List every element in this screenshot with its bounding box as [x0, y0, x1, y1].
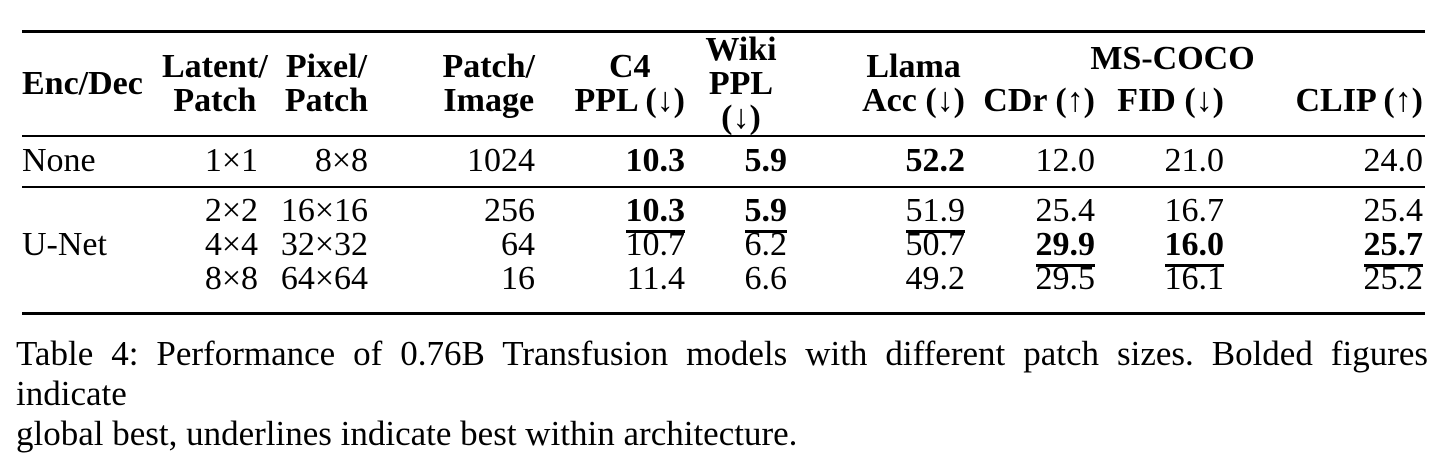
cell-clip: 25.7	[1234, 226, 1425, 267]
cell-clip: 25.4	[1363, 192, 1424, 229]
cell-enc-dec	[22, 262, 162, 314]
cell-fid: 16.0	[1105, 226, 1234, 267]
cell-latent-patch: 2×2	[204, 192, 258, 229]
cell-latent-patch: 4×4	[204, 226, 258, 263]
col-header-c4-ppl: C4 PPL (↓)	[545, 32, 695, 137]
col-header-latent-patch: Latent/Patch	[162, 32, 268, 137]
cell-pixel-patch: 32×32	[280, 226, 368, 263]
cell-wiki-ppl: 6.2	[744, 226, 788, 263]
cell-cdr: 25.4	[1035, 192, 1096, 229]
cell-enc-dec: None	[22, 142, 96, 179]
cell-fid: 16.1	[1164, 260, 1225, 297]
value: 16.0	[1164, 226, 1224, 267]
col-header-patch-image: Patch/Image	[378, 32, 545, 137]
col-header-clip: CLIP (↑)	[1295, 82, 1424, 120]
value: 10.3	[625, 142, 686, 179]
table-row-none: None 1×1 8×8 1024 10.3 5.9 52.2 12.0 21.…	[22, 136, 1425, 187]
cell-latent-patch: 8×8	[204, 260, 258, 297]
value: 29.9	[1035, 226, 1095, 267]
cell-fid: 21.0	[1164, 142, 1225, 179]
cell-wiki-ppl: 6.6	[744, 260, 788, 297]
value: 5.9	[744, 192, 787, 233]
cell-llama-acc: 51.9	[797, 187, 975, 233]
cell-pixel-patch: 8×8	[314, 142, 368, 179]
cell-enc-dec: U-Net	[22, 226, 107, 263]
cell-c4-ppl: 10.3	[545, 187, 695, 233]
results-table: Enc/Dec Latent/Patch Pixel/Patch Patch/I…	[22, 30, 1425, 315]
results-table-wrapper: Enc/Dec Latent/Patch Pixel/Patch Patch/I…	[22, 30, 1425, 315]
cell-patch-image: 16	[501, 260, 535, 297]
col-header-cdr: CDr (↑)	[983, 82, 1095, 120]
value: 52.2	[905, 142, 966, 179]
value: 25.7	[1363, 226, 1423, 267]
header-line: Patch	[173, 82, 257, 119]
table-row-unet-8x8: 8×8 64×64 16 11.4 6.6 49.2 29.5 16.1 25.…	[22, 262, 1425, 314]
cell-enc-dec	[22, 187, 162, 228]
col-header-enc-dec: Enc/Dec	[22, 65, 143, 102]
cell-c4-ppl: 11.4	[626, 260, 685, 297]
cell-fid: 16.7	[1164, 192, 1225, 229]
col-header-wiki-ppl: Wiki PPL (↓)	[695, 32, 797, 137]
header-line: Patch	[284, 82, 368, 119]
cell-patch-image: 64	[501, 226, 535, 263]
cell-llama-acc: 52.2	[797, 136, 975, 187]
cell-cdr: 29.9	[975, 226, 1105, 267]
header-line: Llama	[866, 48, 961, 85]
value: 10.3	[625, 192, 685, 233]
cell-cdr: 29.5	[1035, 260, 1096, 297]
cell-patch-image: 256	[484, 192, 535, 229]
cell-cdr: 12.0	[1035, 142, 1096, 179]
cell-c4-ppl: 10.3	[545, 136, 695, 187]
header-line: Image	[443, 82, 535, 119]
col-header-llama-acc: Llama Acc (↓)	[797, 32, 975, 137]
table-row-unet-2x2: 2×2 16×16 256 10.3 5.9 51.9 25.4 16.7 25…	[22, 187, 1425, 233]
cell-wiki-ppl: 5.9	[695, 136, 797, 187]
header-line: C4	[608, 48, 651, 85]
header-line: Wiki	[705, 31, 777, 68]
header-line: Acc (↓)	[862, 82, 965, 119]
cell-llama-acc: 49.2	[905, 260, 966, 297]
cell-patch-image: 1024	[467, 142, 535, 179]
col-header-fid: FID (↓)	[1117, 82, 1224, 120]
cell-wiki-ppl: 5.9	[695, 187, 797, 233]
col-header-pixel-patch: Pixel/Patch	[268, 32, 378, 137]
header-line: Pixel/	[285, 48, 368, 85]
caption-line-2: global best, underlines indicate best wi…	[16, 414, 798, 453]
caption-line-1: Table 4: Performance of 0.76B Transfusio…	[16, 334, 1428, 413]
header-line: Latent/	[162, 48, 268, 85]
table-row-unet-4x4: U-Net 4×4 32×32 64 10.7 6.2 50.7 29.9 16…	[22, 226, 1425, 267]
cell-c4-ppl: 10.7	[625, 226, 686, 263]
table-header: Enc/Dec Latent/Patch Pixel/Patch Patch/I…	[22, 32, 1425, 137]
paper-table-figure: Enc/Dec Latent/Patch Pixel/Patch Patch/I…	[16, 30, 1428, 453]
col-group-header-ms-coco: MS-COCO	[1090, 40, 1255, 77]
cell-latent-patch: 1×1	[204, 142, 258, 179]
cell-clip: 24.0	[1363, 142, 1424, 179]
header-line: PPL (↓)	[574, 82, 685, 119]
cell-clip: 25.2	[1363, 260, 1424, 297]
cell-pixel-patch: 64×64	[280, 260, 368, 297]
value: 5.9	[744, 142, 788, 179]
header-line: Patch/	[442, 48, 535, 85]
cell-llama-acc: 50.7	[905, 226, 966, 263]
cell-pixel-patch: 16×16	[280, 192, 368, 229]
table-caption: Table 4: Performance of 0.76B Transfusio…	[16, 334, 1428, 454]
table-body: None 1×1 8×8 1024 10.3 5.9 52.2 12.0 21.…	[22, 136, 1425, 314]
header-line: PPL (↓)	[708, 65, 774, 136]
value: 51.9	[905, 192, 965, 233]
